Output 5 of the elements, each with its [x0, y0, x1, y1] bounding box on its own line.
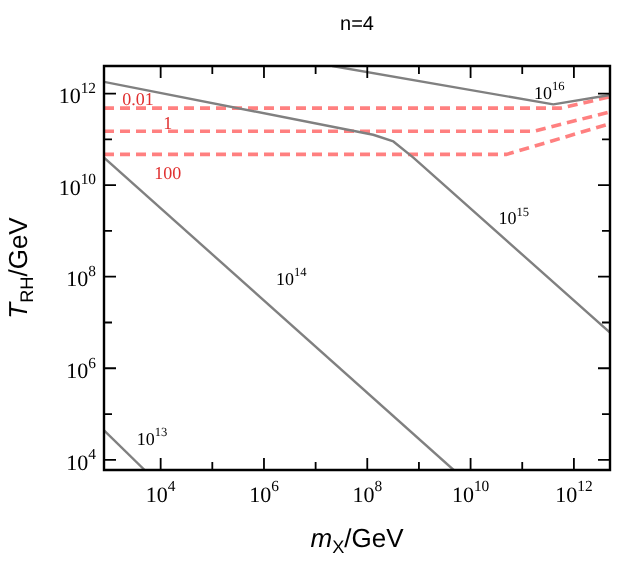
series-label: 0.01: [122, 88, 154, 109]
chart-title: n=4: [340, 13, 375, 36]
series-label: 1: [163, 112, 173, 133]
series-label: 100: [154, 162, 183, 183]
y-axis-title: TRH/GeV: [3, 216, 37, 319]
